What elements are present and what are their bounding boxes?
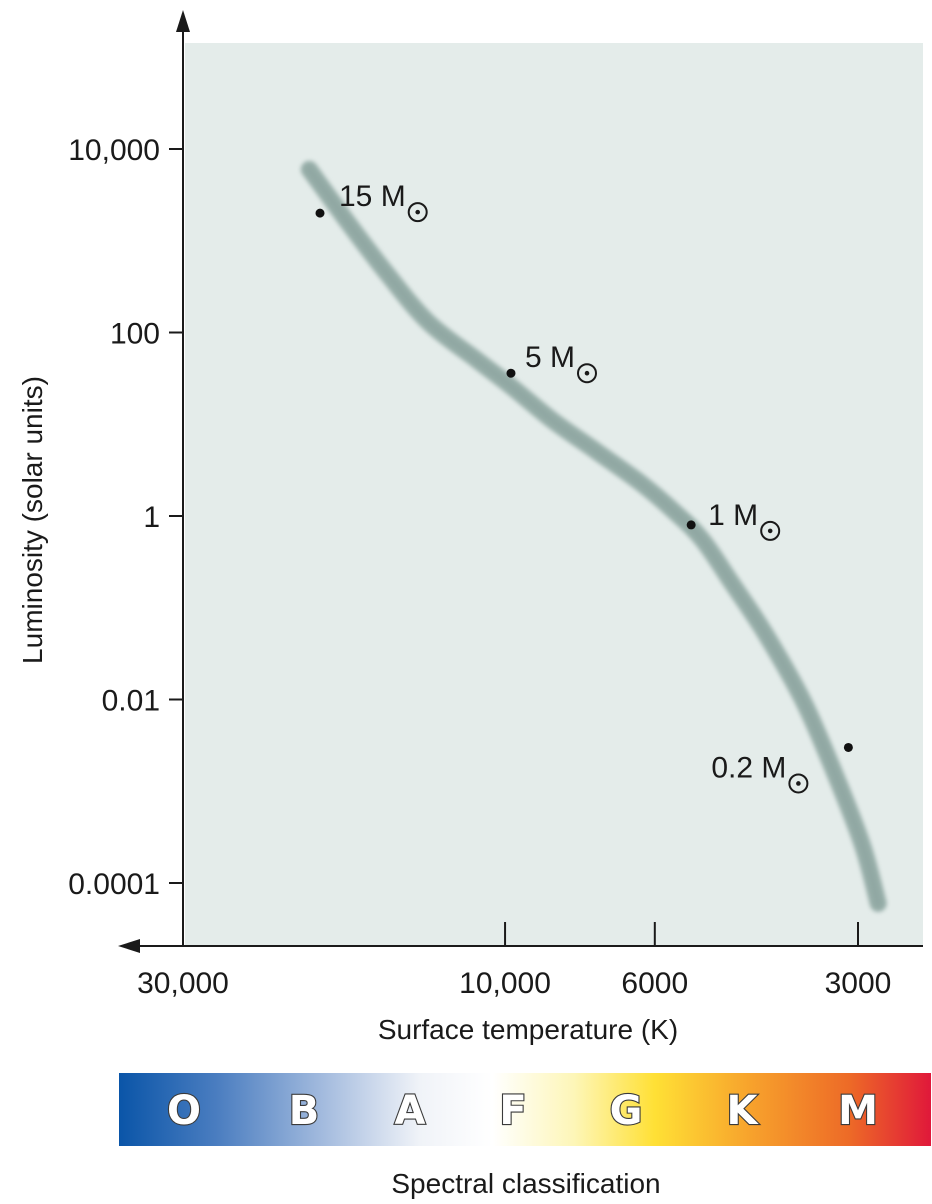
spectral-classification-label: Spectral classification	[391, 1168, 660, 1199]
y-tick-label: 0.0001	[68, 868, 160, 901]
x-tick-label: 30,000	[137, 967, 229, 1000]
mass-point-label: 15 M	[339, 180, 406, 213]
mass-point	[686, 520, 696, 530]
x-tick-label: 6000	[621, 967, 688, 1000]
y-tick-label: 100	[110, 318, 160, 351]
spectral-class-g: G	[610, 1088, 643, 1134]
y-axis-arrow	[176, 10, 190, 32]
solar-symbol-dot	[767, 528, 773, 534]
spectral-class-a: A	[395, 1088, 426, 1134]
y-tick-label: 1	[143, 501, 160, 534]
spectral-color-bar	[119, 1073, 931, 1146]
spectral-class-m: M	[838, 1088, 878, 1134]
plot-area	[185, 43, 923, 945]
spectral-class-k: K	[727, 1088, 760, 1134]
main-sequence-band	[300, 160, 887, 912]
mass-point-label: 0.2 M	[711, 751, 786, 784]
x-axis-ticks: 30,000 10,000 6000 3000	[137, 922, 891, 1000]
solar-symbol-icon	[788, 773, 809, 794]
y-axis-ticks: 10,000 100 1 0.01 0.0001	[68, 134, 183, 901]
solar-symbol-icon	[576, 363, 597, 384]
main-sequence-curve-core	[305, 165, 882, 907]
x-axis-title: Surface temperature (K)	[378, 1014, 678, 1045]
solar-symbol-icon	[760, 520, 781, 541]
x-tick-label: 10,000	[459, 967, 551, 1000]
axes	[118, 10, 923, 953]
spectral-class-f: F	[499, 1088, 526, 1134]
y-axis-title: Luminosity (solar units)	[17, 376, 48, 664]
mass-points: 15 M 5 M 1 M 0.2 M	[315, 180, 853, 794]
solar-symbol-icon	[407, 202, 428, 223]
x-axis-arrow	[118, 939, 140, 953]
mass-point	[315, 208, 325, 218]
mass-point-label: 1 M	[708, 499, 758, 532]
x-tick-label: 3000	[825, 967, 892, 1000]
y-tick-label: 0.01	[102, 685, 160, 718]
spectral-class-o: O	[167, 1088, 201, 1134]
mass-point	[843, 742, 853, 752]
mass-point	[506, 368, 516, 378]
solar-symbol-dot	[796, 781, 801, 786]
y-tick-label: 10,000	[68, 134, 160, 167]
mass-point-label: 5 M	[525, 341, 575, 374]
spectral-class-b: B	[289, 1088, 320, 1134]
solar-symbol-dot	[415, 209, 421, 215]
solar-symbol-dot	[584, 370, 590, 376]
